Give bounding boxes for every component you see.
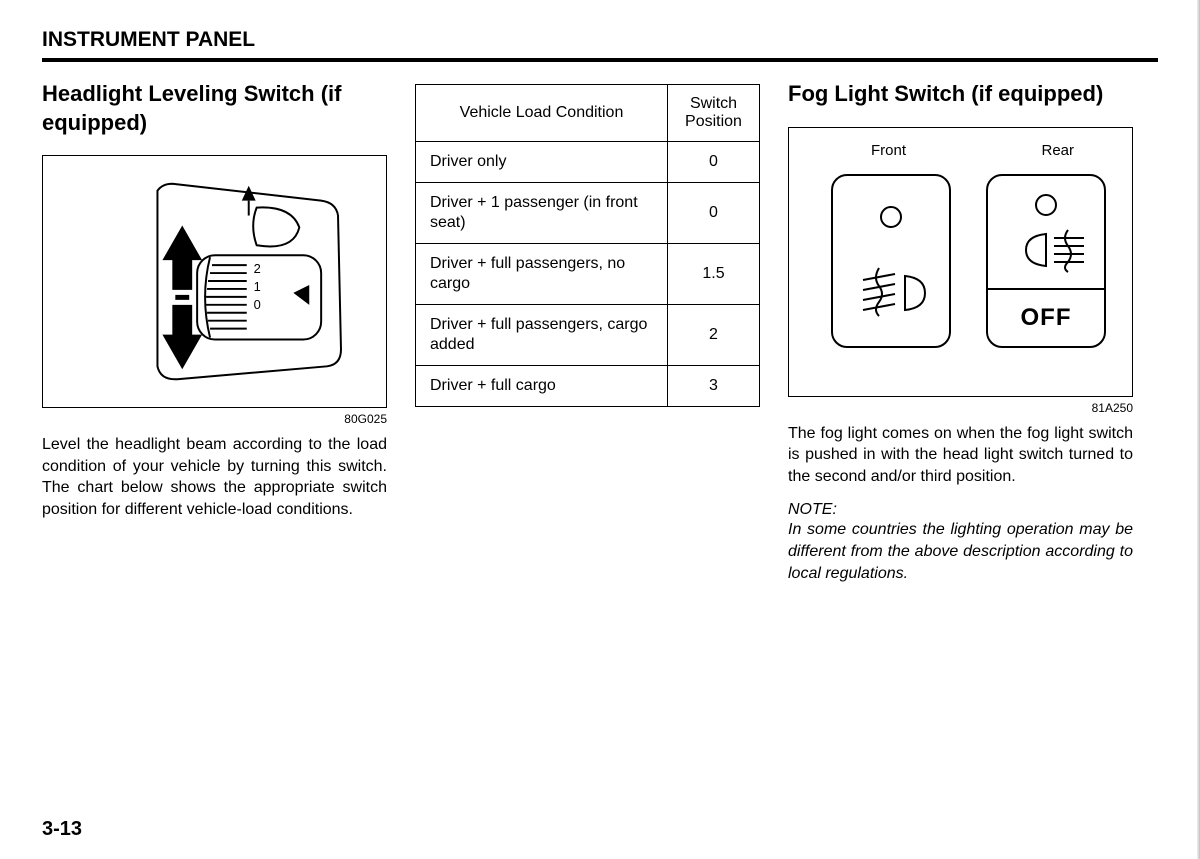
headlight-switch-drawing: 2 1 0 (43, 156, 386, 407)
fog-rear-button: OFF (986, 174, 1106, 348)
table-row: Driver + full cargo 3 (416, 366, 760, 407)
indicator-circle-icon (1035, 194, 1057, 216)
cell-condition: Driver + full cargo (416, 366, 668, 407)
table-row: Driver + 1 passenger (in front seat) 0 (416, 183, 760, 244)
cell-condition: Driver + full passengers, cargo added (416, 305, 668, 366)
figure-code-left: 80G025 (42, 412, 387, 426)
table-row: Driver only 0 (416, 142, 760, 183)
cell-condition: Driver + full passengers, no cargo (416, 244, 668, 305)
column-middle: Vehicle Load Condition Switch Position D… (415, 80, 760, 584)
table-header-position: Switch Position (668, 85, 760, 142)
table-row: Driver + full passengers, no cargo 1.5 (416, 244, 760, 305)
front-fog-icon (833, 258, 953, 328)
indicator-circle-icon (880, 206, 902, 228)
cell-position: 1.5 (668, 244, 760, 305)
page-number: 3-13 (42, 818, 82, 841)
load-condition-table: Vehicle Load Condition Switch Position D… (415, 84, 760, 407)
cell-condition: Driver only (416, 142, 668, 183)
body-text-right: The fog light comes on when the fog ligh… (788, 423, 1133, 488)
button-divider (988, 288, 1104, 290)
body-text-left: Level the headlight beam according to th… (42, 434, 387, 520)
content-columns: Headlight Leveling Switch (if equipped) (42, 80, 1158, 584)
rear-fog-icon (988, 222, 1108, 282)
note-label: NOTE: (788, 501, 1133, 519)
note-body: In some countries the lighting operation… (788, 519, 1133, 584)
fog-front-label: Front (871, 142, 906, 159)
heading-fog-light: Fog Light Switch (if equipped) (788, 80, 1133, 109)
cell-position: 0 (668, 183, 760, 244)
figure-code-right: 81A250 (788, 401, 1133, 415)
column-right: Fog Light Switch (if equipped) Front Rea… (788, 80, 1133, 584)
fog-front-button (831, 174, 951, 348)
dial-label-1: 1 (254, 279, 261, 294)
fog-rear-label: Rear (1041, 142, 1074, 159)
figure-fog-light-switch: Front Rear (788, 127, 1133, 397)
figure-headlight-leveling-switch: 2 1 0 (42, 155, 387, 408)
heading-headlight-leveling: Headlight Leveling Switch (if equipped) (42, 80, 387, 137)
dial-label-0: 0 (254, 297, 261, 312)
dial-label-2: 2 (254, 261, 261, 276)
section-header: INSTRUMENT PANEL (42, 28, 1158, 62)
cell-position: 0 (668, 142, 760, 183)
cell-position: 3 (668, 366, 760, 407)
column-left: Headlight Leveling Switch (if equipped) (42, 80, 387, 584)
table-header-condition: Vehicle Load Condition (416, 85, 668, 142)
off-label: OFF (988, 304, 1104, 332)
cell-position: 2 (668, 305, 760, 366)
cell-condition: Driver + 1 passenger (in front seat) (416, 183, 668, 244)
table-row: Driver + full passengers, cargo added 2 (416, 305, 760, 366)
